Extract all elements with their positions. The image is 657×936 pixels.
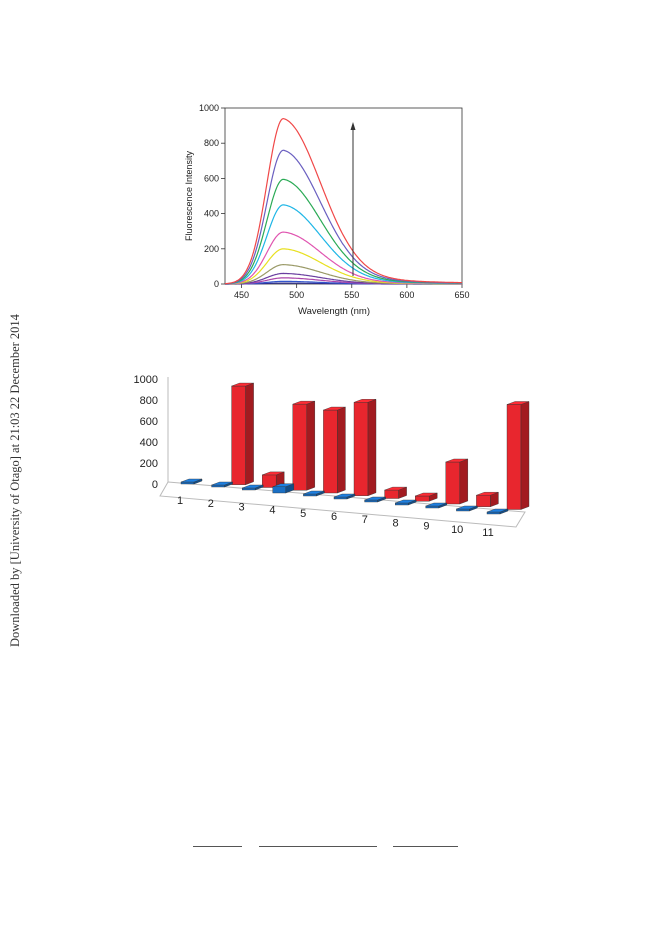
bar-y-tick-label: 400 xyxy=(140,437,158,449)
spectrum-y-tick-label: 0 xyxy=(214,279,219,289)
red-bar-2 xyxy=(231,382,254,486)
spectrum-x-tick-label: 600 xyxy=(399,290,414,300)
spectrum-x-tick-label: 650 xyxy=(454,290,469,300)
bar-y-tick-label: 800 xyxy=(140,395,158,407)
bar-category-label-6: 6 xyxy=(331,511,337,523)
blue-bar-4 xyxy=(272,483,295,494)
blue-bar-3 xyxy=(241,484,264,491)
blue-bar-5 xyxy=(303,490,325,497)
spectrum-axes: 450 500 550 600 650 0 200 400 600 800 1000 xyxy=(199,103,470,300)
red-bar-9 xyxy=(445,458,468,505)
spectrum-y-tick-label: 400 xyxy=(204,209,219,219)
footer-rule-left xyxy=(193,846,242,847)
bar-category-label-5: 5 xyxy=(300,508,306,520)
download-notice-text: Downloaded by [University of Otago] at 2… xyxy=(8,313,22,647)
bar-category-labels: 1 2 3 4 5 6 7 8 9 10 11 xyxy=(177,495,494,539)
blue-bar-11 xyxy=(486,508,509,515)
spectrum-x-tick-label: 550 xyxy=(344,290,359,300)
spectrum-y-tick-label: 200 xyxy=(204,244,219,254)
bar-category-label-11: 11 xyxy=(482,527,493,539)
blue-bar-8 xyxy=(395,499,417,506)
blue-bar-7 xyxy=(364,496,386,503)
spectrum-plot-frame xyxy=(224,107,463,285)
red-bar-5 xyxy=(323,406,346,494)
bar-category-label-2: 2 xyxy=(208,498,214,510)
blue-bar-6 xyxy=(333,493,356,500)
bar-category-label-8: 8 xyxy=(393,517,399,529)
spectrum-y-tick-label: 600 xyxy=(204,173,219,183)
spectrum-x-tick-label: 450 xyxy=(234,290,249,300)
bar-category-label-1: 1 xyxy=(177,495,183,507)
spectrum-xlabel: Wavelength (nm) xyxy=(298,306,370,317)
bar-category-label-10: 10 xyxy=(451,524,463,536)
fluorescence-spectrum-chart: 450 500 550 600 650 0 200 400 600 800 1000 Wavelen… xyxy=(184,103,470,317)
red-bar-7 xyxy=(384,486,407,499)
blue-bar-10 xyxy=(456,505,478,512)
blue-bar-1 xyxy=(180,478,203,485)
spectrum-series-11 xyxy=(224,117,462,285)
red-bar-4 xyxy=(292,400,316,491)
bar-series-group xyxy=(180,382,530,515)
spectrum-ylabel: Fluorescence Intensity xyxy=(184,150,194,241)
red-bar-11 xyxy=(506,401,530,510)
intensity-bar-chart: 0 200 400 600 800 1000 1 2 3 4 5 6 7 8 9 10 11 xyxy=(134,374,530,539)
blue-bar-2 xyxy=(211,481,233,488)
spectrum-y-tick-label: 800 xyxy=(204,138,219,148)
download-notice: Downloaded by [University of Otago] at 2… xyxy=(3,292,27,647)
spectrum-series-group xyxy=(224,117,462,285)
bar-y-tick-label: 1000 xyxy=(134,374,158,386)
bar-y-tick-label: 600 xyxy=(140,416,158,428)
bar-category-label-9: 9 xyxy=(423,521,429,533)
blue-bar-9 xyxy=(425,502,447,509)
bar-y-tick-label: 200 xyxy=(140,458,158,470)
increase-arrow-head xyxy=(350,122,356,130)
bar-category-label-7: 7 xyxy=(362,514,368,526)
red-bar-8 xyxy=(415,492,438,502)
bar-axes: 0 200 400 600 800 1000 xyxy=(134,374,169,491)
bar-y-tick-label: 0 xyxy=(152,479,158,491)
red-bar-6 xyxy=(353,399,377,497)
spectrum-x-tick-label: 500 xyxy=(289,290,304,300)
footer-rule-middle xyxy=(259,846,377,847)
red-bar-10 xyxy=(476,491,499,508)
footer-rule-right xyxy=(393,846,458,847)
bar-category-label-4: 4 xyxy=(269,505,275,517)
bar-category-label-3: 3 xyxy=(239,501,245,513)
spectrum-y-tick-label: 1000 xyxy=(199,103,219,113)
